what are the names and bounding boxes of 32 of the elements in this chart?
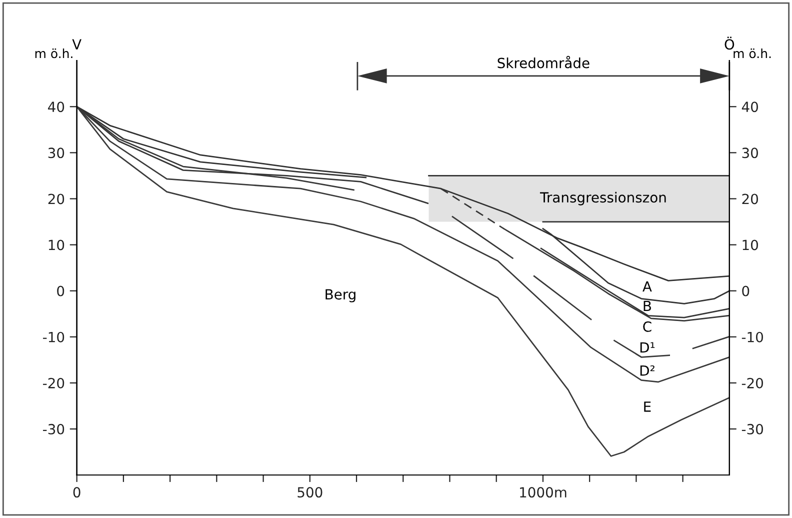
- y-tick-label: -10: [43, 332, 64, 342]
- annotation: Berg: [326, 289, 356, 302]
- annotation: B: [644, 300, 651, 312]
- y2-tick-label: 40: [742, 102, 758, 112]
- annotation: D¹: [640, 342, 655, 352]
- annotation: C: [643, 321, 652, 332]
- annotation: Skredområde: [498, 56, 590, 68]
- annotation: A: [642, 281, 652, 292]
- x-tick-label: 500: [298, 487, 322, 498]
- y-tick-label: -30: [43, 424, 64, 434]
- y-tick-label: 40: [48, 102, 64, 112]
- y2-axis-title: m ö.h.: [734, 48, 771, 58]
- text: Ö: [724, 36, 734, 50]
- y2-tick-label: -10: [742, 332, 763, 342]
- y-axis-title: m ö.h.: [35, 48, 72, 58]
- y2-tick-label: 10: [742, 240, 758, 250]
- annotation: D²: [640, 365, 654, 376]
- y-tick-label: 10: [48, 240, 64, 250]
- y2-tick-label: 20: [742, 194, 758, 204]
- y2-tick-label: 30: [742, 148, 758, 158]
- y-tick-label: 30: [48, 148, 64, 158]
- y-tick-label: 0: [57, 286, 64, 296]
- x-tick-label: 1000m: [520, 487, 566, 498]
- y-tick-label: -20: [43, 378, 64, 388]
- x-tick-label: 0: [73, 487, 80, 498]
- y2-tick-label: 0: [742, 286, 750, 296]
- text: V: [72, 39, 82, 50]
- y2-tick-label: -30: [742, 424, 763, 434]
- annotation: E: [644, 402, 651, 412]
- y2-tick-label: -20: [742, 378, 763, 388]
- y-tick-label: 20: [48, 194, 64, 204]
- annotation: Transgressionszon: [540, 192, 666, 206]
